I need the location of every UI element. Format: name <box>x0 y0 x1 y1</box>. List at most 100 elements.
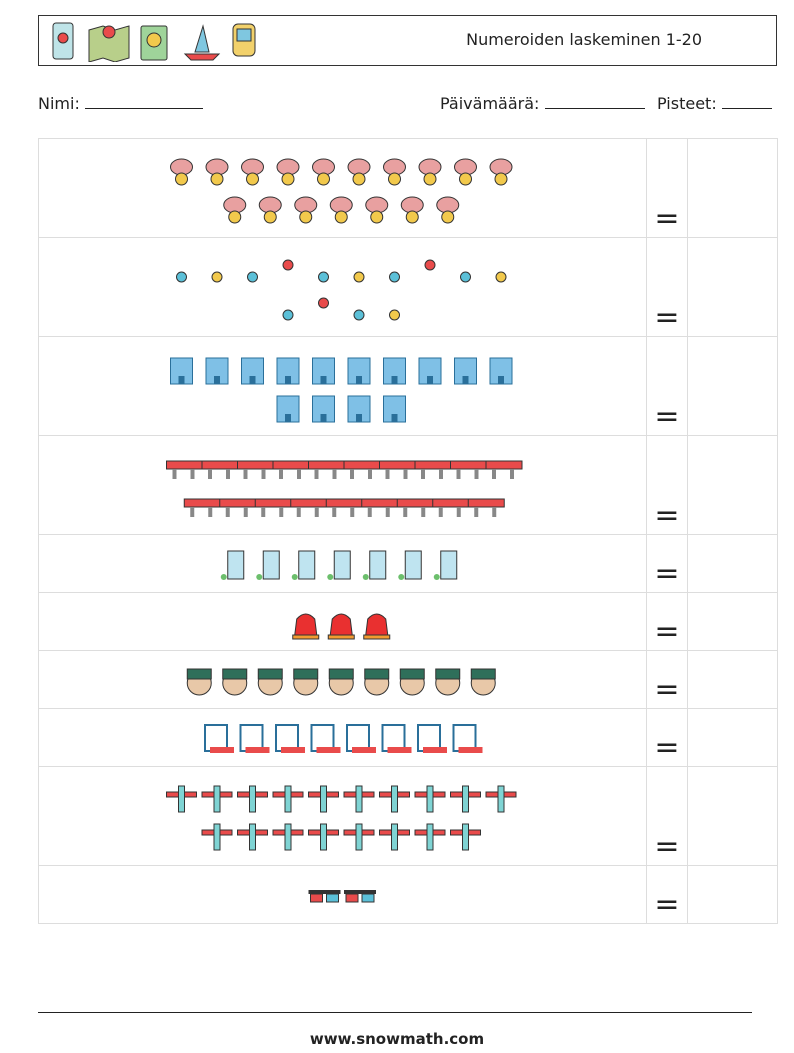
icon-part <box>389 271 400 283</box>
icon-part <box>439 469 443 479</box>
icon <box>361 498 399 517</box>
icon-part <box>498 376 504 384</box>
icon <box>379 460 416 479</box>
picture-cell <box>38 650 647 709</box>
icon-part <box>414 460 452 470</box>
icon-part <box>226 469 230 479</box>
icon-part <box>201 460 239 470</box>
icon <box>166 460 203 479</box>
icon-part <box>285 376 291 384</box>
answer-cell <box>687 138 778 238</box>
icon-part <box>243 507 248 517</box>
icon <box>398 550 422 580</box>
icon-part <box>421 507 426 517</box>
icon <box>258 196 282 224</box>
icon <box>312 395 335 423</box>
equals-sign: = <box>646 336 688 436</box>
icon-part <box>467 498 505 508</box>
icon-part <box>329 613 353 636</box>
icon <box>399 668 425 696</box>
footer: www.snowmath.com <box>309 1030 485 1048</box>
icon-part <box>492 507 497 517</box>
icon <box>201 785 233 813</box>
icon-row <box>308 890 376 903</box>
icon-part <box>211 271 223 283</box>
icon <box>276 158 300 186</box>
icon <box>294 196 318 224</box>
icon <box>433 550 458 580</box>
icon <box>389 309 400 321</box>
icon-part <box>219 498 257 508</box>
icon-part <box>190 469 195 479</box>
icon-part <box>356 376 362 384</box>
icon-part <box>391 376 398 384</box>
icon-part <box>426 823 434 851</box>
icon-part <box>391 414 398 422</box>
icon-part <box>353 309 365 321</box>
icon-part <box>362 574 369 580</box>
equals-sign: = <box>646 435 688 535</box>
icon-part <box>172 469 177 479</box>
icon <box>450 785 481 813</box>
icon-part <box>404 550 422 580</box>
icon-part <box>263 210 277 224</box>
icon <box>327 550 351 580</box>
icon-part <box>370 210 384 224</box>
icon-part <box>279 469 283 479</box>
name-label: Nimi: <box>38 94 80 113</box>
icon-part <box>175 172 188 186</box>
answer-cell <box>687 237 778 337</box>
icon-part <box>284 785 292 813</box>
icon-part <box>403 507 408 517</box>
answer-cell <box>687 435 778 535</box>
icon-part <box>328 668 354 680</box>
icon <box>346 724 376 753</box>
icon-part <box>210 172 224 186</box>
icon <box>424 259 436 271</box>
icon-part <box>281 172 295 186</box>
equals-sign: = <box>646 592 688 651</box>
icon-part <box>220 574 227 580</box>
exercise-row: = <box>38 237 778 337</box>
icon-part <box>186 668 212 680</box>
icon <box>312 357 335 385</box>
equals-sign: = <box>646 534 688 593</box>
icon <box>256 550 280 580</box>
picture-cell <box>38 237 647 337</box>
icon-part <box>190 507 195 517</box>
icon-part <box>353 271 365 283</box>
icon <box>257 668 283 696</box>
icon-part <box>385 507 390 517</box>
icon <box>467 498 505 517</box>
icon-part <box>292 634 320 640</box>
icon <box>327 613 355 640</box>
answer-cell <box>687 336 778 436</box>
picture-cell <box>38 138 647 238</box>
icon <box>418 357 442 385</box>
icon <box>291 550 316 580</box>
icon-part <box>367 507 372 517</box>
icon-part <box>458 747 483 753</box>
icon-part <box>485 460 523 470</box>
header-box: Numeroiden laskeminen 1-20 <box>38 15 777 66</box>
icon-part <box>208 507 213 517</box>
icon-part <box>245 747 270 753</box>
icon <box>186 668 212 696</box>
equals-sign: = <box>646 708 688 767</box>
icon-part <box>256 574 263 580</box>
equals-sign: = <box>646 650 688 709</box>
icon <box>344 890 376 903</box>
blank <box>544 94 645 109</box>
icon-part <box>326 893 339 903</box>
icon <box>272 460 310 479</box>
icon <box>347 395 371 423</box>
icon-part <box>460 271 471 283</box>
icon-part <box>325 498 363 508</box>
icon-part <box>308 890 341 894</box>
icon-part <box>355 785 363 813</box>
icon <box>489 158 513 186</box>
icon-part <box>308 460 345 470</box>
icon <box>310 724 341 753</box>
icon <box>293 668 319 696</box>
